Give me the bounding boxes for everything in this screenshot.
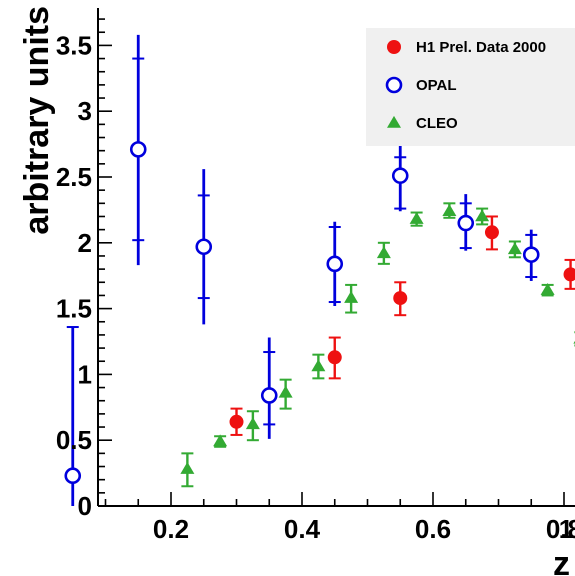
x-axis-title: z	[553, 545, 570, 576]
legend-item: OPAL	[385, 76, 457, 94]
y-tick-label: 3.5	[56, 30, 92, 60]
data-point	[344, 290, 359, 303]
legend-item: H1 Prel. Data 2000	[387, 39, 546, 56]
data-point	[442, 204, 457, 216]
data-point	[180, 462, 195, 474]
y-tick-label: 2	[78, 228, 92, 258]
data-point	[245, 417, 260, 430]
data-point	[326, 255, 344, 273]
data-point	[195, 238, 213, 256]
y-tick-label: 0.5	[56, 425, 92, 455]
y-tick-label: 0	[78, 491, 92, 521]
y-tick-label: 2.5	[56, 162, 92, 192]
data-point	[376, 246, 391, 259]
legend-marker	[387, 40, 401, 54]
series-h1-prel-data-2000	[229, 215, 575, 436]
data-point	[475, 209, 490, 222]
x-tick-label: 0.4	[284, 514, 321, 544]
y-tick-label: 1	[78, 359, 92, 389]
data-point	[393, 291, 408, 306]
data-point	[327, 350, 342, 365]
x-tick-label: 0.8	[546, 514, 575, 544]
data-point	[229, 414, 244, 429]
legend-label: H1 Prel. Data 2000	[416, 39, 546, 56]
series-opal	[64, 34, 540, 506]
data-point	[391, 167, 409, 184]
data-point	[409, 211, 424, 224]
legend-label: OPAL	[416, 77, 457, 94]
legend-item: CLEO	[387, 115, 458, 132]
y-axis-title: arbitrary units	[18, 6, 56, 235]
data-point	[260, 387, 278, 404]
data-point	[540, 283, 555, 295]
data-point	[522, 246, 540, 263]
data-point	[213, 434, 228, 447]
data-point	[278, 385, 293, 398]
x-tick-label: 1	[559, 514, 573, 544]
legend-label: CLEO	[416, 115, 458, 132]
legend-marker	[387, 115, 401, 128]
data-point	[311, 359, 326, 372]
series-cleo	[180, 202, 575, 488]
data-point	[484, 225, 499, 240]
data-point	[129, 141, 147, 158]
legend-marker	[385, 76, 403, 94]
data-point	[507, 242, 522, 255]
x-tick-label: 0.6	[415, 514, 451, 544]
x-tick-label: 0.2	[153, 514, 189, 544]
data-point	[64, 467, 82, 485]
y-tick-label: 1.5	[56, 294, 92, 324]
data-point	[563, 267, 575, 282]
data-point	[457, 214, 475, 232]
y-tick-label: 3	[78, 96, 92, 126]
